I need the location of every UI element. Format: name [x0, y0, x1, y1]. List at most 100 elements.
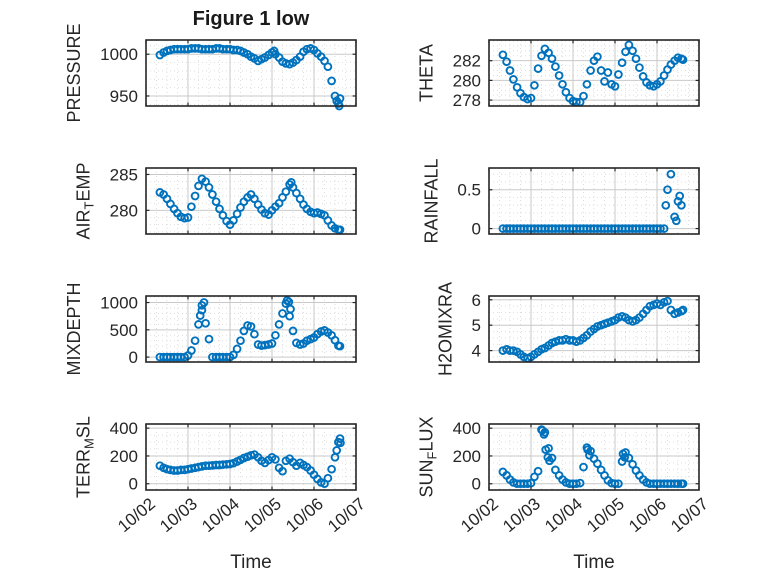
- data-points: [155, 296, 345, 362]
- data-point: [539, 430, 549, 439]
- data-point: [624, 453, 634, 463]
- y-tick-label: 400: [110, 419, 138, 438]
- data-points: [155, 44, 345, 111]
- data-point: [278, 309, 287, 318]
- y-tick-label: 280: [110, 201, 138, 220]
- data-point: [659, 224, 669, 233]
- data-point: [621, 47, 630, 57]
- y-tick-label: 200: [453, 447, 481, 466]
- y-tick-label: 0: [129, 475, 138, 494]
- y-tick-label: 0: [472, 220, 481, 239]
- subplot-sun-flux: 0 200 400 SUNFLUX 10/0210/0310/0410/0510/061…: [417, 417, 712, 537]
- data-point: [547, 54, 557, 64]
- data-point: [286, 177, 296, 187]
- data-point: [579, 462, 588, 472]
- y-tick-label: 400: [453, 419, 481, 438]
- axes-box: [488, 167, 700, 235]
- data-point: [229, 216, 238, 225]
- data-point: [656, 224, 665, 233]
- data-point: [663, 296, 672, 306]
- data-point: [211, 197, 221, 207]
- axes-box: [145, 167, 357, 235]
- data-point: [586, 66, 595, 75]
- data-point: [199, 298, 209, 307]
- data-point: [335, 225, 345, 235]
- y-tick-label: 280: [453, 71, 481, 90]
- data-point: [614, 70, 623, 79]
- data-point: [218, 210, 228, 220]
- data-point: [335, 341, 345, 351]
- data-point: [582, 79, 592, 89]
- data-point: [678, 479, 688, 489]
- data-point: [187, 202, 196, 212]
- subplot-h2omixra: 4 5 6 H2OMIXRA: [436, 282, 700, 376]
- y-tick-label: 950: [110, 87, 138, 106]
- data-point: [271, 330, 280, 340]
- data-point: [678, 55, 688, 65]
- data-point: [246, 322, 256, 331]
- data-point: [600, 77, 609, 86]
- y-tick-label: 1000: [100, 45, 138, 64]
- data-point: [183, 213, 193, 222]
- subplot-air-temp: 280 285 AIRTEMP: [74, 163, 357, 239]
- y-tick-label: 200: [110, 447, 138, 466]
- y-tick-label: 1000: [100, 294, 138, 313]
- axes-box: [488, 423, 700, 491]
- data-point: [509, 75, 518, 84]
- data-point: [282, 296, 292, 305]
- data-point: [585, 450, 594, 460]
- axes-box: [145, 295, 357, 363]
- data-point: [229, 350, 238, 360]
- data-point: [286, 304, 295, 314]
- y-tick-label: 500: [110, 321, 138, 340]
- y-axis-label-theta: THETA: [417, 44, 437, 102]
- x-tick-label: 10/05: [583, 494, 628, 536]
- data-point: [267, 339, 277, 348]
- data-points: [155, 174, 345, 235]
- subplot-terr-msl: 0 200 400 TERRMSL 10/0210/0310/0410/0510/061…: [74, 416, 369, 536]
- data-point: [541, 445, 551, 455]
- x-tick-label: 10/03: [499, 494, 544, 536]
- y-tick-label: 5: [472, 316, 481, 335]
- data-point: [673, 479, 683, 489]
- data-point: [656, 77, 665, 86]
- data-point: [190, 191, 200, 201]
- data-points: [498, 425, 688, 489]
- data-point: [232, 344, 242, 354]
- y-axis-label-h2omixra: H2OMIXRA: [436, 282, 456, 376]
- data-point: [593, 459, 602, 468]
- data-point: [554, 71, 564, 80]
- data-point: [533, 466, 543, 476]
- data-point: [614, 479, 623, 489]
- data-points: [498, 296, 688, 363]
- data-point: [498, 50, 508, 60]
- data-point: [620, 452, 630, 462]
- data-point: [558, 79, 567, 89]
- data-points: [498, 40, 688, 107]
- x-tick-label: 10/07: [324, 494, 369, 536]
- data-point: [187, 346, 196, 355]
- data-point: [250, 194, 259, 204]
- data-point: [197, 305, 207, 315]
- x-tick-label: 10/02: [114, 494, 159, 536]
- data-point: [327, 76, 336, 86]
- data-point: [526, 478, 536, 488]
- data-point: [335, 434, 345, 443]
- data-point: [545, 456, 554, 466]
- axes-box: [145, 423, 357, 491]
- data-point: [288, 326, 298, 336]
- data-point: [269, 46, 279, 56]
- data-point: [575, 478, 585, 488]
- data-point: [635, 63, 644, 72]
- x-tick-label: 10/05: [240, 494, 285, 536]
- data-point: [194, 181, 203, 191]
- data-point: [323, 473, 333, 483]
- data-point: [505, 66, 515, 75]
- data-point: [628, 459, 637, 469]
- data-points: [498, 169, 686, 233]
- data-point: [215, 204, 224, 214]
- data-point: [666, 169, 676, 179]
- data-point: [285, 311, 294, 321]
